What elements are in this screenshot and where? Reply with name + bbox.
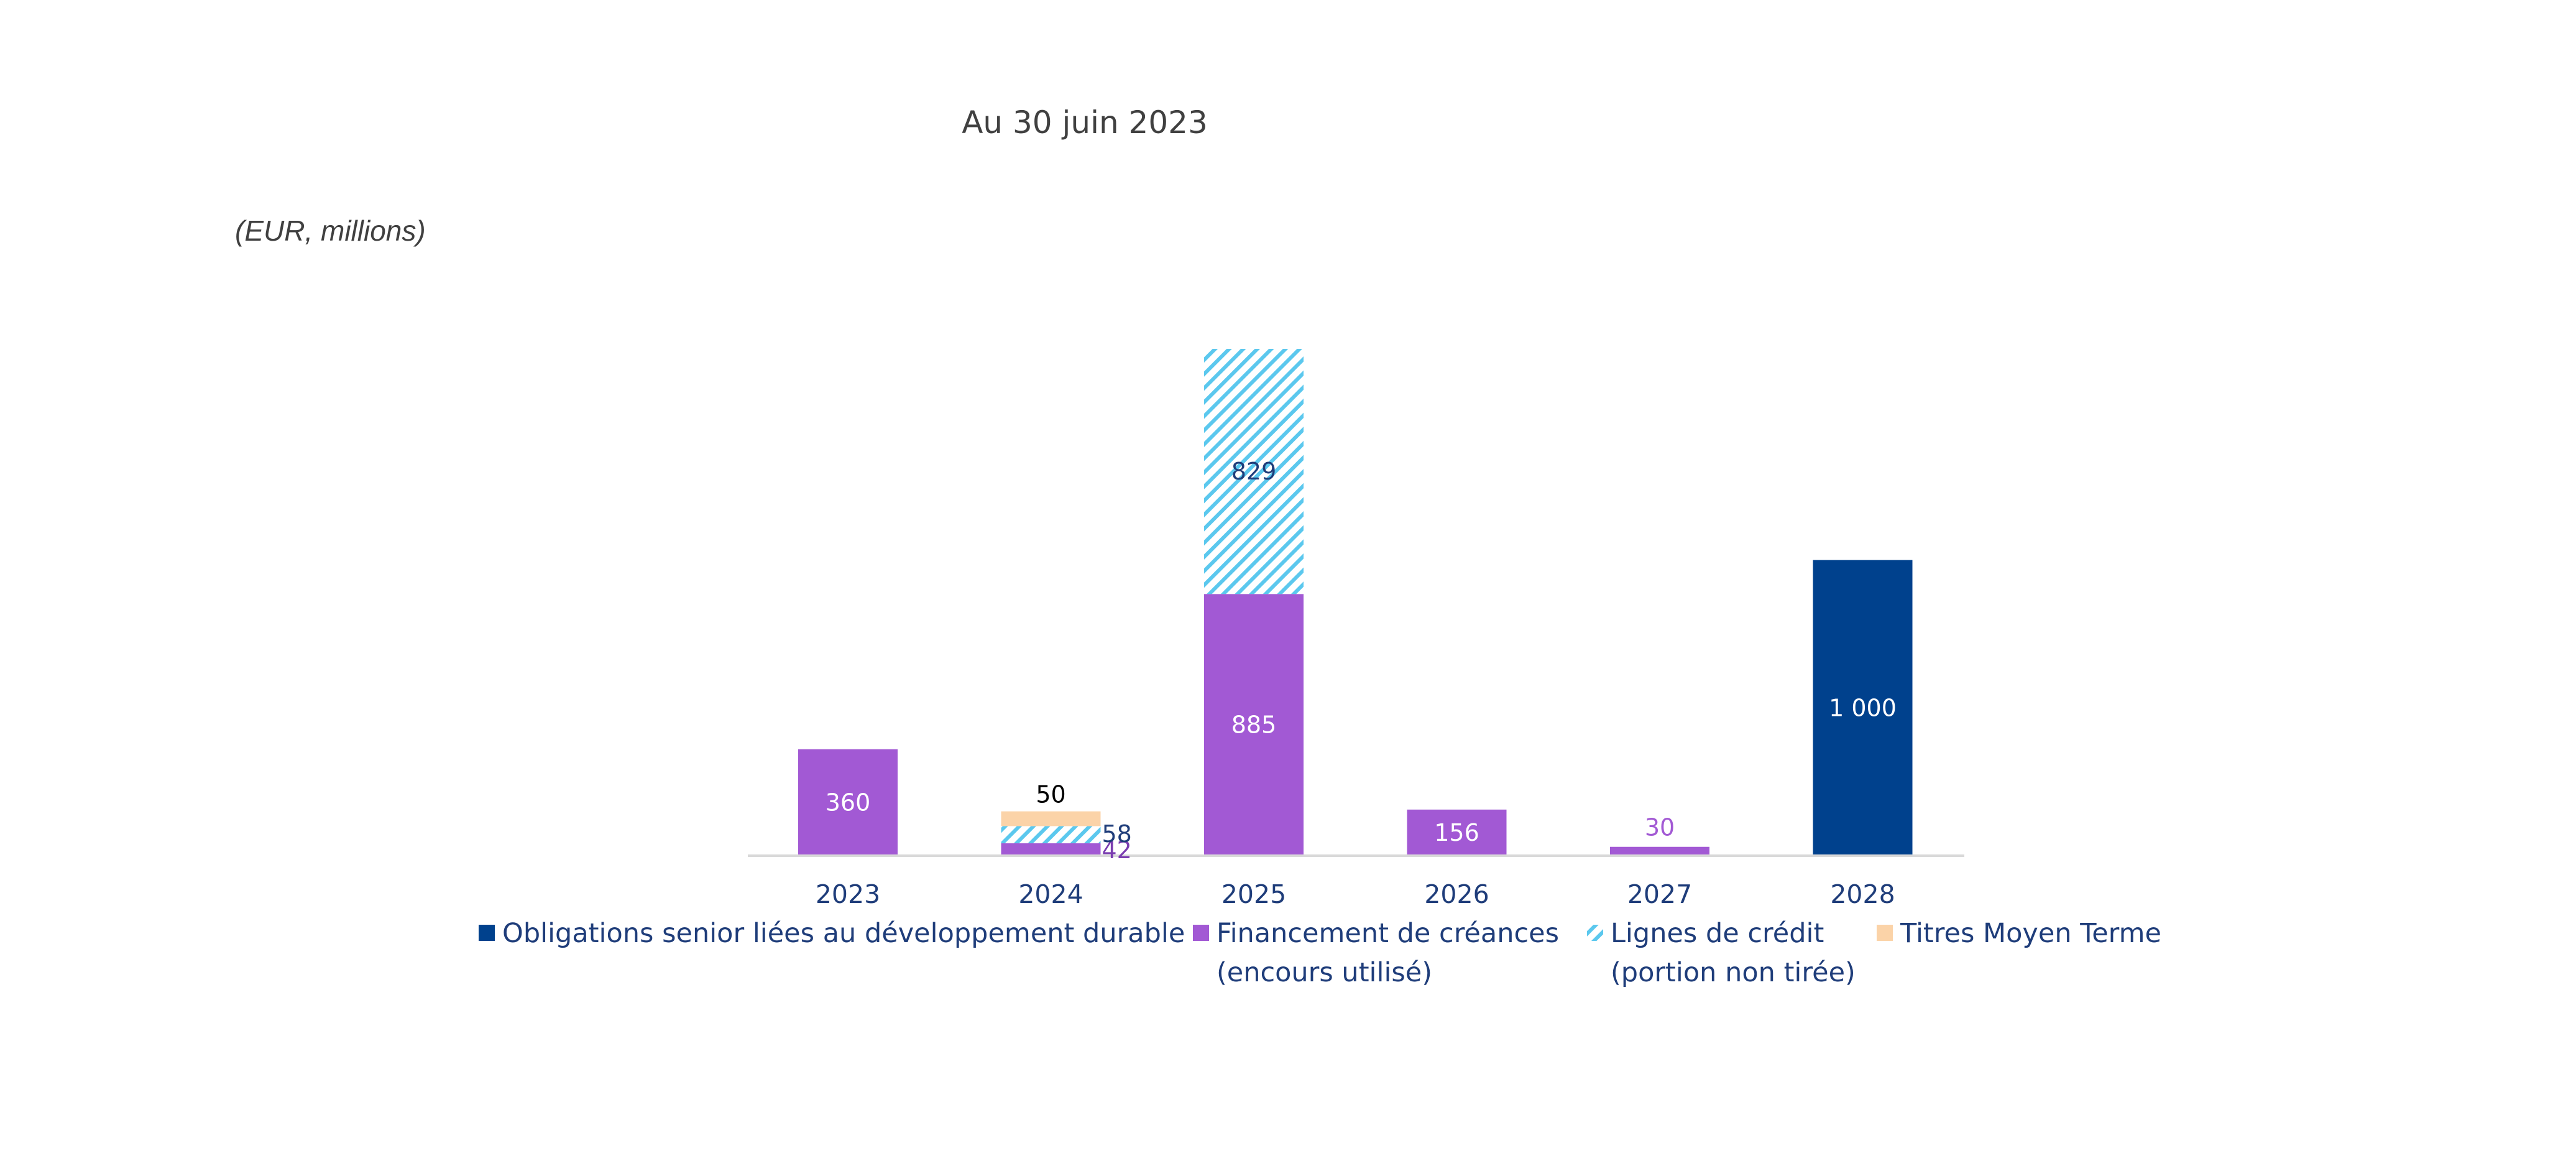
bar-financement-2025 bbox=[1204, 594, 1304, 856]
data-label-lignes-2025: 829 bbox=[1231, 458, 1277, 485]
bar-financement-2023 bbox=[798, 749, 898, 856]
bar-titres-2024 bbox=[1001, 811, 1101, 826]
x-tick-labels: 2023 2024 2025 2026 2027 2028 bbox=[816, 879, 1895, 909]
legend-swatch-obligations bbox=[479, 925, 495, 941]
legend-label-lignes: (portion non tirée) bbox=[1611, 957, 1856, 988]
bar-financement-2027 bbox=[1610, 846, 1709, 856]
x-tick-label: 2027 bbox=[1627, 879, 1692, 909]
bar-lignes-2025 bbox=[1204, 348, 1304, 595]
bar-obligations-2028 bbox=[1813, 560, 1913, 856]
legend-label-obligations: Obligations senior liées au développemen… bbox=[502, 918, 1185, 949]
data-label-financement-2025: 885 bbox=[1231, 711, 1277, 739]
data-label-financement-2023: 360 bbox=[826, 789, 871, 816]
data-label-titres-2024: 50 bbox=[1036, 781, 1065, 808]
data-label-financement-2026: 156 bbox=[1434, 819, 1479, 846]
legend-label-financement: (encours utilisé) bbox=[1217, 957, 1432, 988]
x-tick-label: 2026 bbox=[1424, 879, 1489, 909]
x-tick-label: 2025 bbox=[1221, 879, 1286, 909]
data-label-lignes-2024: 58 bbox=[1102, 820, 1132, 848]
bars-layer bbox=[798, 348, 1913, 856]
chart-title: Au 30 juin 2023 bbox=[962, 104, 1208, 141]
bar-financement-2024 bbox=[1001, 843, 1101, 856]
legend-swatch-titres bbox=[1877, 925, 1893, 941]
data-label-obligations-2028: 1 000 bbox=[1829, 694, 1897, 721]
legend-label-titres: Titres Moyen Terme bbox=[1900, 918, 2161, 949]
legend-label-lignes: Lignes de crédit bbox=[1611, 918, 1824, 949]
legend-swatch-financement bbox=[1193, 925, 1209, 941]
legend-label-financement: Financement de créances bbox=[1217, 918, 1559, 949]
bar-lignes-2024 bbox=[1001, 826, 1101, 844]
x-tick-label: 2023 bbox=[816, 879, 880, 909]
unit-label: (EUR, millions) bbox=[235, 215, 426, 247]
data-label-financement-2024: 42 bbox=[1102, 836, 1132, 864]
x-tick-label: 2024 bbox=[1018, 879, 1083, 909]
legend-swatch-lignes bbox=[1587, 925, 1603, 941]
bar-financement-2026 bbox=[1407, 809, 1507, 856]
legend: Obligations senior liées au développemen… bbox=[479, 918, 2161, 988]
x-tick-label: 2028 bbox=[1830, 879, 1895, 909]
data-label-financement-2027: 30 bbox=[1645, 814, 1675, 841]
